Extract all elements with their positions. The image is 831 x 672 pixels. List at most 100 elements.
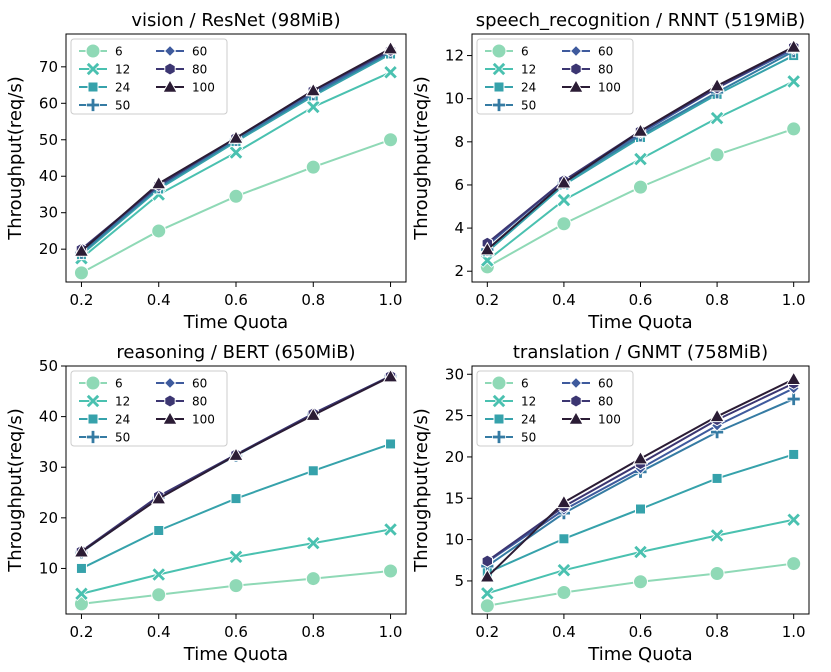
subplot-title: vision / ResNet (98MiB)	[131, 10, 340, 31]
legend-frame	[476, 38, 634, 115]
legend-label: 50	[115, 431, 130, 445]
legend-label: 50	[521, 99, 536, 113]
data-point	[383, 64, 398, 80]
data-point	[633, 151, 648, 167]
data-point	[307, 465, 319, 477]
x-axis-label: Time Quota	[183, 644, 288, 665]
legend-entry-12: 12	[485, 393, 536, 409]
plot-frame	[471, 33, 810, 283]
legend-marker	[568, 410, 584, 425]
legend-marker	[87, 413, 99, 425]
data-point	[385, 438, 397, 450]
plot-frame	[471, 365, 810, 615]
x-tick-label: 0.6	[224, 291, 248, 309]
y-tick-label: 50	[39, 357, 58, 375]
series-24	[75, 438, 397, 574]
y-axis-label: Throughput(req/s)	[411, 408, 432, 573]
data-point	[73, 543, 90, 558]
legend-marker	[85, 375, 101, 391]
legend-frame	[70, 370, 228, 447]
x-tick-label: 0.4	[552, 623, 576, 641]
y-tick-label: 50	[39, 131, 58, 149]
legend-entry-60: 60	[562, 45, 613, 59]
legend-entry-24: 24	[79, 413, 130, 427]
legend: 6 12 24 50 60 80 100	[476, 370, 634, 447]
series-100	[73, 40, 399, 257]
data-point	[709, 528, 725, 543]
legend-entry-80: 80	[562, 62, 613, 77]
legend-entry-24: 24	[485, 81, 536, 95]
legend-marker	[491, 43, 507, 59]
legend-label: 6	[115, 377, 123, 391]
data-point	[785, 371, 802, 385]
x-tick-label: 0.4	[552, 291, 576, 309]
legend-label: 6	[521, 377, 529, 391]
data-point	[382, 40, 399, 55]
legend-marker	[163, 376, 177, 390]
x-tick-label: 0.2	[70, 291, 94, 309]
series-line	[81, 442, 391, 570]
series-6	[479, 556, 802, 614]
legend: 6 12 24 50 60 80 100	[70, 370, 228, 447]
legend: 6 12 24 50 60 80 100	[476, 38, 634, 115]
data-point	[786, 392, 801, 406]
y-tick-label: 10	[445, 531, 464, 549]
legend-frame	[476, 370, 634, 447]
legend-label: 100	[192, 81, 215, 95]
legend-marker	[492, 98, 506, 112]
y-axis-label: Throughput(req/s)	[5, 408, 26, 573]
y-tick-label: 6	[454, 176, 464, 194]
legend-marker	[85, 61, 101, 77]
data-point	[481, 554, 494, 568]
subplot-title: speech_recognition / RNNT (519MiB)	[476, 10, 806, 31]
data-point	[632, 450, 649, 465]
legend-label: 80	[192, 395, 207, 409]
subplot-title: translation / GNMT (758MiB)	[513, 342, 768, 363]
legend-label: 12	[115, 395, 130, 409]
x-tick-label: 0.4	[147, 623, 171, 641]
data-point	[150, 490, 167, 505]
legend-entry-50: 50	[485, 98, 536, 113]
legend-entry-60: 60	[156, 45, 207, 59]
series-100	[479, 38, 802, 256]
legend-marker	[570, 62, 582, 76]
legend-label: 60	[192, 45, 207, 59]
data-point	[709, 565, 725, 581]
legend-marker	[162, 78, 178, 93]
legend-label: 100	[598, 413, 621, 427]
legend-frame	[70, 38, 228, 115]
x-tick-label: 0.8	[705, 623, 729, 641]
data-point	[786, 74, 802, 89]
data-point	[228, 129, 244, 144]
data-point	[75, 562, 87, 574]
data-point	[305, 82, 322, 97]
data-point	[786, 556, 802, 572]
x-tick-label: 0.6	[629, 291, 653, 309]
series-line	[80, 138, 391, 274]
data-point	[711, 472, 723, 484]
x-tick-label: 0.2	[475, 623, 499, 641]
data-point	[556, 192, 572, 208]
legend-marker	[86, 430, 100, 444]
legend-entry-12: 12	[79, 61, 130, 77]
legend-marker	[491, 61, 507, 77]
data-point	[305, 99, 321, 115]
subplot-1: vision / ResNet (98MiB) 20 30 40 50 60 70 0.2 0.…	[5, 10, 407, 333]
y-tick-label: 5	[454, 572, 464, 590]
legend-entry-6: 6	[79, 43, 123, 59]
legend-entry-100: 100	[156, 410, 215, 427]
data-point	[556, 216, 572, 232]
data-point	[635, 503, 646, 515]
data-point	[785, 38, 802, 53]
series-line	[486, 127, 795, 268]
data-point	[150, 175, 167, 190]
legend-label: 6	[115, 45, 123, 59]
data-point	[556, 585, 572, 601]
subplot-2: speech_recognition / RNNT (519MiB)246810…	[411, 10, 810, 333]
plot-frame	[65, 33, 407, 283]
legend-label: 24	[115, 81, 130, 95]
data-point	[228, 549, 244, 565]
legend-marker	[86, 98, 100, 112]
x-tick-label: 1.0	[782, 291, 806, 309]
